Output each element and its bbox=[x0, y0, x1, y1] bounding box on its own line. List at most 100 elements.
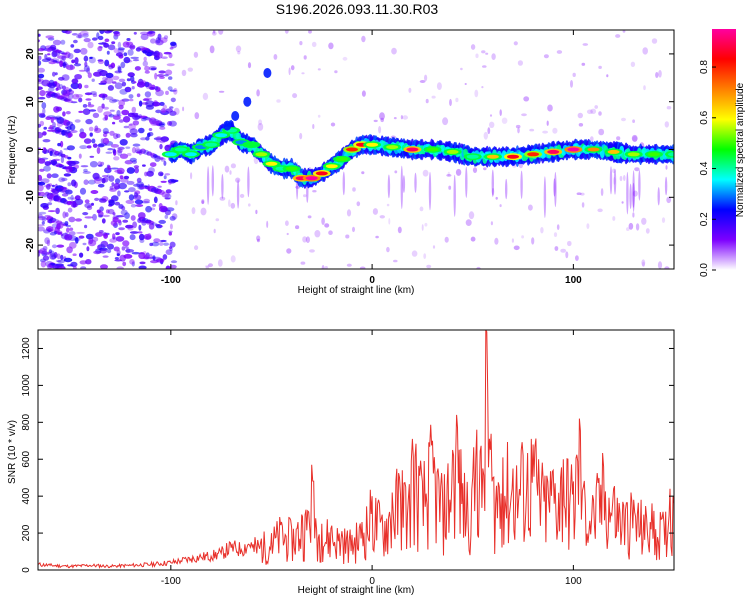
noise-blob bbox=[68, 88, 72, 92]
noise-blob bbox=[131, 251, 140, 255]
colorbar-tick-label: 0.8 bbox=[699, 60, 710, 74]
streak bbox=[211, 165, 214, 197]
faint-blob bbox=[464, 83, 467, 85]
noise-blob bbox=[38, 184, 44, 192]
noise-blob bbox=[159, 241, 164, 246]
noise-blob bbox=[133, 81, 137, 84]
faint-blob bbox=[572, 72, 576, 77]
offshoot-blob bbox=[243, 96, 252, 107]
faint-blob bbox=[491, 187, 495, 196]
noise-blob bbox=[45, 90, 52, 94]
noise-blob bbox=[156, 74, 165, 77]
noise-blob bbox=[99, 198, 107, 203]
noise-blob bbox=[98, 164, 103, 167]
noise-blob bbox=[56, 244, 65, 248]
ridge-peak bbox=[315, 171, 328, 176]
noise-blob bbox=[66, 64, 75, 71]
faint-blob bbox=[330, 122, 336, 127]
faint-blob bbox=[598, 65, 602, 69]
ridge-peak bbox=[245, 142, 258, 147]
noise-blob bbox=[47, 263, 52, 269]
noise-blob bbox=[84, 92, 93, 96]
noise-blob bbox=[132, 143, 141, 147]
noise-blob bbox=[64, 131, 69, 137]
ridge-peak bbox=[567, 147, 580, 152]
faint-blob bbox=[248, 203, 251, 207]
faint-blob bbox=[642, 261, 645, 267]
noise-blob bbox=[140, 31, 149, 35]
noise-blob bbox=[54, 196, 59, 199]
noise-blob bbox=[41, 58, 51, 63]
noise-blob bbox=[92, 93, 98, 97]
faint-blob bbox=[394, 170, 398, 174]
noise-blob bbox=[52, 121, 56, 128]
noise-blob bbox=[131, 146, 137, 154]
noise-blob bbox=[43, 165, 51, 172]
noise-blob bbox=[119, 153, 129, 159]
faint-blob bbox=[235, 177, 241, 183]
noise-blob bbox=[88, 179, 96, 185]
noise-blob bbox=[63, 199, 69, 205]
noise-blob bbox=[101, 175, 109, 178]
noise-blob bbox=[52, 39, 62, 46]
ridge-peak bbox=[346, 147, 358, 152]
noise-blob bbox=[160, 180, 167, 183]
faint-blob bbox=[460, 67, 463, 71]
noise-blob bbox=[168, 231, 172, 236]
streak bbox=[505, 178, 508, 200]
noise-blob bbox=[52, 71, 56, 77]
noise-blob bbox=[123, 175, 130, 180]
noise-blob bbox=[102, 177, 109, 183]
noise-blob bbox=[55, 207, 60, 215]
faint-blob bbox=[472, 167, 478, 174]
noise-blob bbox=[46, 48, 52, 53]
y-tick-label: 200 bbox=[21, 524, 32, 541]
faint-blob bbox=[560, 248, 567, 253]
streak bbox=[657, 187, 660, 206]
faint-blob bbox=[446, 174, 452, 177]
faint-blob bbox=[476, 266, 481, 269]
faint-blob bbox=[361, 35, 366, 43]
noise-blob bbox=[79, 131, 87, 139]
noise-blob bbox=[104, 38, 110, 43]
ridge-peak bbox=[255, 152, 268, 157]
noise-blob bbox=[55, 260, 62, 262]
noise-blob bbox=[114, 82, 123, 90]
noise-blob bbox=[130, 215, 136, 221]
faint-blob bbox=[290, 65, 295, 71]
faint-blob bbox=[447, 171, 450, 176]
colorbar-ticks: 0.0 0.2 0.4 0.6 0.8 bbox=[699, 60, 716, 277]
noise-blob bbox=[148, 117, 157, 125]
faint-blob bbox=[576, 192, 582, 195]
noise-blob bbox=[138, 224, 142, 231]
faint-blob bbox=[212, 30, 216, 34]
faint-blob bbox=[402, 115, 409, 120]
faint-blob bbox=[300, 261, 306, 265]
noise-blob bbox=[66, 246, 73, 254]
noise-blob bbox=[109, 109, 115, 112]
noise-blob bbox=[56, 222, 64, 229]
noise-blob bbox=[144, 91, 152, 98]
noise-blob bbox=[97, 45, 103, 52]
noise-blob bbox=[55, 115, 62, 120]
faint-blob bbox=[257, 123, 264, 131]
noise-blob bbox=[97, 69, 104, 73]
noise-blob bbox=[93, 250, 102, 255]
faint-blob bbox=[299, 132, 303, 140]
noise-blob bbox=[133, 183, 141, 187]
noise-blob bbox=[117, 219, 122, 224]
noise-blob bbox=[158, 225, 164, 228]
noise-blob bbox=[108, 114, 115, 118]
noise-blob bbox=[130, 56, 139, 60]
chart-title: S196.2026.093.11.30.R03 bbox=[276, 1, 439, 17]
faint-blob bbox=[470, 236, 476, 242]
noise-blob bbox=[53, 158, 60, 162]
noise-blob bbox=[82, 104, 88, 108]
noise-blob bbox=[112, 121, 116, 125]
noise-blob bbox=[56, 129, 65, 133]
noise-blob bbox=[142, 50, 147, 54]
noise-blob bbox=[158, 121, 166, 128]
noise-blob bbox=[98, 82, 107, 85]
x-tick-label: 0 bbox=[369, 576, 375, 587]
